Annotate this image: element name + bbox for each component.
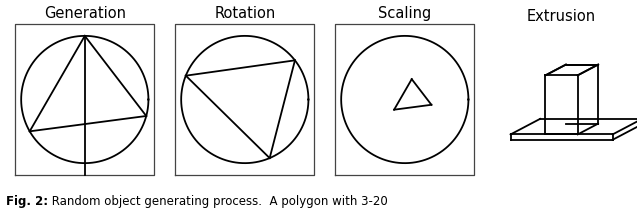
Title: Generation: Generation <box>44 6 126 21</box>
Text: Random object generating process.  A polygon with 3-20: Random object generating process. A poly… <box>48 195 388 208</box>
Title: Scaling: Scaling <box>378 6 431 21</box>
Text: Fig. 2:: Fig. 2: <box>6 195 49 208</box>
Title: Extrusion: Extrusion <box>527 9 596 24</box>
Title: Rotation: Rotation <box>214 6 275 21</box>
